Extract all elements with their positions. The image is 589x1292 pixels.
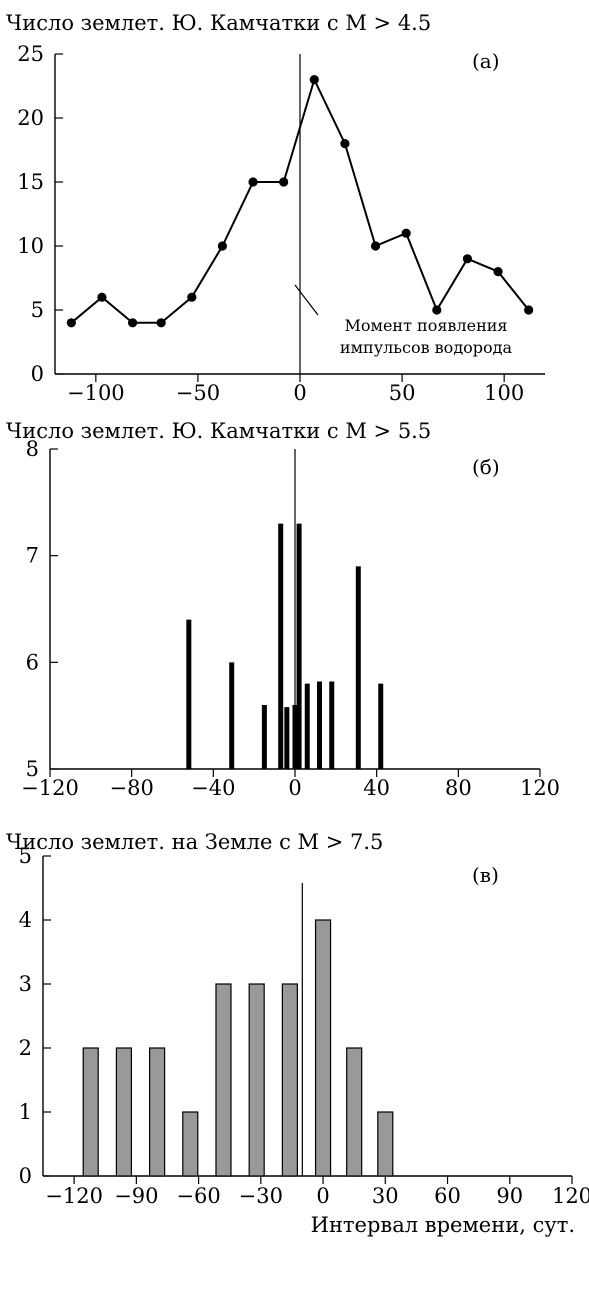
panel-b-x-tick-label: −80 — [110, 776, 154, 800]
panel-a-data-point — [156, 318, 166, 328]
panel-b-x-tick-label: 0 — [288, 776, 301, 800]
panel-a-x-tick-label: 100 — [484, 381, 524, 405]
panel-a-x-tick-label: −100 — [67, 381, 125, 405]
panel-c-x-tick-label: −90 — [114, 1184, 158, 1208]
panel-c-x-tick-label: 90 — [496, 1184, 523, 1208]
panel-c-bar — [314, 919, 332, 1177]
panel-a-x-tick-label: 50 — [389, 381, 416, 405]
panel-a-label: (а) — [472, 49, 500, 73]
panel-b-x-tick-label: 120 — [520, 776, 560, 800]
panel-b-x-tick-label: −40 — [191, 776, 235, 800]
panel-a-y-tick-label: 15 — [17, 170, 44, 194]
panel-a-y-tick-label: 25 — [17, 42, 44, 66]
panel-a-data-point — [340, 139, 350, 149]
panel-c-bar — [115, 1047, 133, 1177]
panel-c-x-tick-label: −60 — [176, 1184, 220, 1208]
panel-c-bar — [346, 1047, 363, 1177]
panel-c-bar — [82, 1047, 99, 1177]
panel-a-y-tick-label: 0 — [31, 362, 44, 386]
panel-a-data-point — [187, 292, 197, 302]
panel-c-bar — [248, 983, 265, 1177]
panel-a-annotation-line1: Момент появления — [345, 316, 508, 335]
panel-a-data-point — [432, 305, 442, 315]
panel-c-x-tick-label: 30 — [372, 1184, 399, 1208]
panel-a-annotation-leader — [294, 284, 319, 316]
panel-a-data-point — [97, 292, 107, 302]
panel-a-title: Число землет. Ю. Камчатки с M > 4.5 — [6, 11, 431, 35]
panel-c-x-tick-label: −30 — [239, 1184, 283, 1208]
panel-c-y-tick-label: 4 — [19, 908, 32, 932]
panel-b-y-tick-label: 8 — [26, 437, 39, 461]
panel-a-y-tick-label: 10 — [17, 234, 44, 258]
panel-a-data-point — [279, 177, 289, 187]
panel-a-data-point — [309, 75, 319, 85]
panel-c-bar — [148, 1047, 166, 1177]
panel-c-x-tick-label: 120 — [552, 1184, 589, 1208]
panel-b-label: (б) — [472, 455, 500, 479]
panel-c-label: (в) — [472, 863, 499, 887]
panel-c-y-tick-label: 2 — [19, 1036, 32, 1060]
panel-c-title: Число землет. на Земле с M > 7.5 — [6, 830, 383, 854]
panel-a-data-point — [127, 318, 138, 328]
panel-a-x-tick-label: −50 — [176, 381, 220, 405]
panel-a-x-tick-label: 0 — [293, 381, 306, 405]
panel-c-y-tick-label: 1 — [19, 1100, 32, 1124]
panel-c-bar — [377, 1111, 394, 1177]
panel-b-x-tick-label: 80 — [445, 776, 472, 800]
panel-c-bar — [281, 983, 298, 1177]
panel-c-x-tick-label: −120 — [45, 1184, 103, 1208]
panel-a-data-point — [524, 305, 534, 315]
panel-a-data-point — [370, 241, 381, 251]
panel-c-y-tick-label: 0 — [19, 1164, 32, 1188]
panel-a-line-chart: Число землет. Ю. Камчатки с M > 4.5 (а) … — [6, 11, 545, 405]
panel-a-y-tick-label: 20 — [17, 106, 44, 130]
panel-a-data-point — [248, 177, 258, 187]
panel-a-series-line — [70, 76, 530, 324]
panel-a-y-tick-label: 5 — [31, 298, 44, 322]
panel-c-bar-chart: Число землет. на Земле с M > 7.5 (в) Инт… — [6, 830, 589, 1237]
panel-b-title: Число землет. Ю. Камчатки с M > 5.5 — [6, 419, 431, 443]
panel-a-data-point — [401, 228, 411, 238]
panel-a-annotation-line2: импульсов водорода — [340, 338, 513, 357]
panel-c-y-tick-label: 3 — [19, 972, 32, 996]
panel-b-x-tick-label: 40 — [363, 776, 390, 800]
panel-a-data-point — [66, 318, 76, 328]
panel-b-x-tick-label: −120 — [21, 776, 79, 800]
panel-c-bar — [215, 983, 232, 1177]
panel-b-y-tick-label: 6 — [26, 650, 39, 674]
panel-b-y-tick-label: 5 — [26, 757, 39, 781]
panel-c-x-tick-label: 60 — [434, 1184, 461, 1208]
panel-a-data-point — [493, 267, 503, 277]
panel-c-x-tick-label: 0 — [316, 1184, 329, 1208]
panel-c-x-axis-title: Интервал времени, сут. — [311, 1213, 575, 1237]
panel-c-y-tick-label: 5 — [19, 844, 32, 868]
panel-a-data-point — [217, 241, 228, 251]
panel-b-y-tick-label: 7 — [26, 544, 39, 568]
panel-c-bar — [182, 1111, 199, 1177]
panel-a-data-point — [462, 254, 473, 264]
panel-b-bar-chart: Число землет. Ю. Камчатки с M > 5.5 (б) … — [6, 419, 560, 800]
